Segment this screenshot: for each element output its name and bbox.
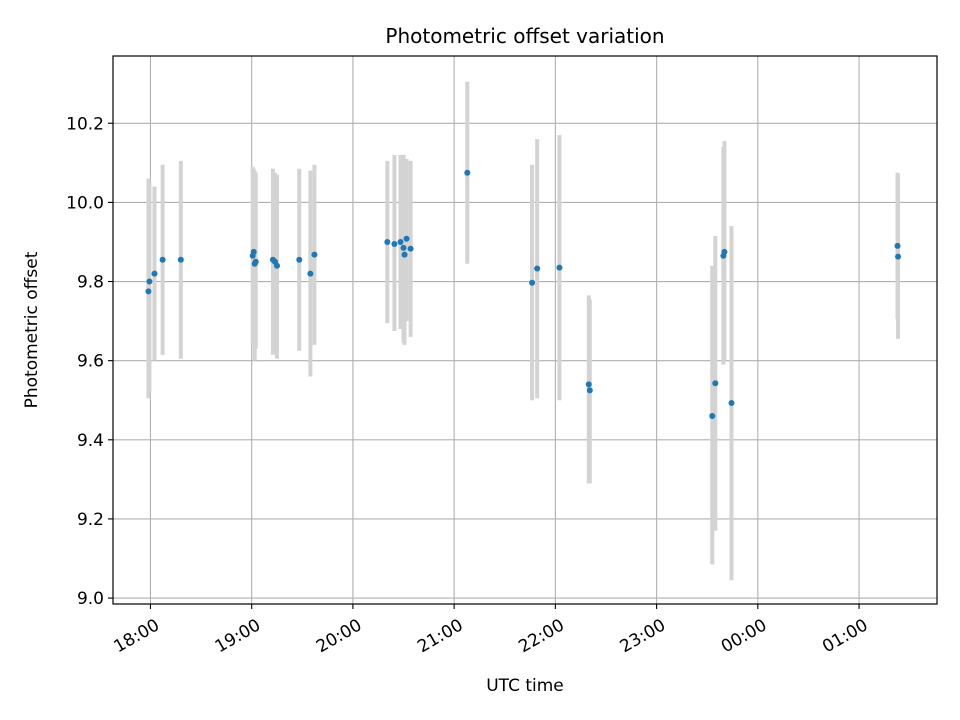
data-point bbox=[403, 235, 410, 242]
data-point bbox=[252, 258, 259, 265]
data-point bbox=[177, 256, 184, 263]
data-point bbox=[407, 245, 414, 252]
data-point bbox=[397, 238, 404, 245]
data-point bbox=[391, 240, 398, 247]
y-tick-label: 10.0 bbox=[66, 193, 104, 213]
data-point bbox=[721, 248, 728, 255]
x-axis-title: UTC time bbox=[486, 676, 564, 696]
data-point bbox=[401, 251, 408, 258]
chart-title: Photometric offset variation bbox=[385, 24, 664, 48]
data-point bbox=[384, 238, 391, 245]
data-point bbox=[250, 248, 257, 255]
data-points bbox=[145, 169, 902, 420]
data-point bbox=[586, 387, 593, 394]
data-point bbox=[728, 400, 735, 407]
data-point bbox=[712, 380, 719, 387]
data-point bbox=[464, 169, 471, 176]
data-point bbox=[534, 265, 541, 272]
data-point bbox=[146, 278, 153, 285]
data-point bbox=[585, 381, 592, 388]
y-tick-label: 9.6 bbox=[77, 352, 104, 372]
data-point bbox=[273, 262, 280, 269]
data-point bbox=[529, 279, 536, 286]
y-tick-label: 10.2 bbox=[66, 114, 104, 134]
data-point bbox=[145, 288, 152, 295]
grid bbox=[113, 56, 937, 604]
data-point bbox=[894, 242, 901, 249]
y-tick-label: 9.2 bbox=[77, 510, 104, 530]
data-point bbox=[311, 251, 318, 258]
plot-frame bbox=[112, 55, 938, 605]
y-tick-label: 9.8 bbox=[77, 273, 104, 293]
data-point bbox=[296, 256, 303, 263]
y-axis-title: Photometric offset bbox=[22, 251, 42, 408]
data-point bbox=[307, 270, 314, 277]
data-point bbox=[709, 413, 716, 420]
y-tick-label: 9.0 bbox=[77, 589, 104, 609]
data-point bbox=[151, 270, 158, 277]
data-point bbox=[159, 256, 166, 263]
data-point bbox=[400, 244, 407, 251]
data-point bbox=[895, 253, 902, 260]
data-point bbox=[556, 264, 563, 271]
y-axis: 9.0 9.2 9.4 9.6 9.8 10.0 10.2 bbox=[66, 114, 113, 609]
y-tick-label: 9.4 bbox=[77, 431, 104, 451]
